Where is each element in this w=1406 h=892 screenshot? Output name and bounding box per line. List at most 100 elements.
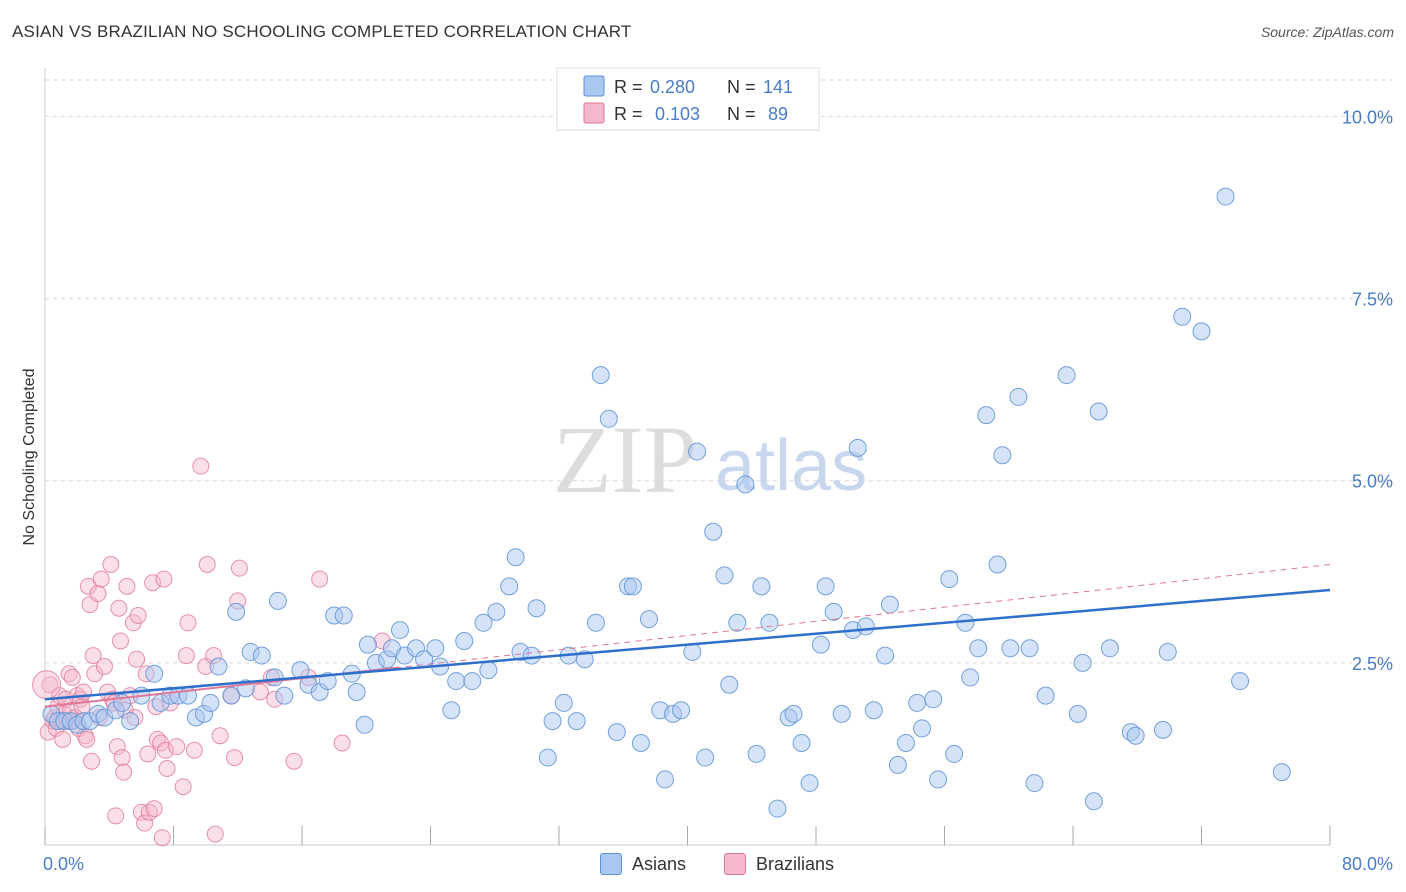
data-point-asians [567, 712, 586, 731]
data-point-brazilians [84, 647, 102, 665]
data-point-asians [334, 606, 353, 625]
trendlines [44, 564, 1331, 708]
data-point-brazilians [78, 730, 96, 748]
data-point-asians [447, 672, 466, 691]
data-point-asians [358, 635, 377, 654]
data-point-brazilians [144, 574, 162, 592]
data-point-brazilians [333, 734, 351, 752]
data-point-asians [811, 635, 830, 654]
data-point-asians [896, 734, 915, 752]
data-point-brazilians [113, 749, 131, 767]
data-point-asians [591, 366, 610, 385]
data-point-asians [672, 701, 691, 720]
legend-swatch-asians [600, 853, 622, 875]
series-asians [42, 187, 1291, 818]
data-point-brazilians [139, 745, 157, 763]
data-point-asians [747, 744, 766, 763]
data-point-asians [506, 548, 525, 567]
data-point-brazilians [111, 632, 129, 650]
series-brazilians [32, 457, 391, 847]
data-point-asians [752, 577, 771, 596]
data-point-brazilians [226, 749, 244, 767]
legend-swatch-brazilians [583, 102, 605, 124]
data-point-asians [888, 755, 907, 774]
data-point-asians [474, 613, 493, 632]
data-point-asians [715, 566, 734, 585]
data-point-brazilians [211, 727, 229, 745]
data-point-asians [1025, 774, 1044, 793]
data-point-asians [832, 704, 851, 723]
data-point-brazilians [118, 577, 136, 595]
data-point-asians [1020, 639, 1039, 658]
data-point-asians [1126, 726, 1145, 745]
data-point-asians [792, 734, 811, 752]
data-point-brazilians [129, 607, 147, 624]
data-point-asians [720, 675, 739, 694]
data-point-asians [145, 664, 164, 683]
data-point-asians [688, 442, 707, 461]
data-point-asians [268, 591, 287, 610]
legend-swatch-brazilians [724, 853, 746, 875]
data-point-asians [347, 683, 366, 701]
data-point-brazilians [95, 658, 113, 675]
data-point-brazilians [41, 676, 59, 694]
data-point-asians [586, 613, 605, 632]
data-point-asians [760, 613, 779, 632]
data-point-asians [426, 639, 445, 658]
data-point-asians [736, 475, 755, 494]
data-point-asians [500, 577, 519, 596]
watermark-zip: ZIP [553, 406, 697, 513]
data-point-brazilians [230, 559, 248, 577]
data-point-asians [961, 668, 980, 687]
data-point-asians [969, 639, 988, 658]
data-point-asians [607, 723, 626, 742]
data-point-asians [1216, 187, 1235, 206]
legend-n-value: 89 [768, 104, 788, 124]
data-point-asians [993, 446, 1012, 465]
data-point-brazilians [63, 668, 81, 686]
data-point-asians [201, 693, 220, 712]
data-point-asians [1158, 642, 1177, 661]
data-point-asians [1057, 366, 1076, 385]
y-tick-label: 10.0% [1342, 107, 1393, 127]
data-point-asians [1073, 653, 1092, 672]
data-point-brazilians [86, 665, 104, 683]
data-point-brazilians [158, 760, 176, 777]
data-point-brazilians [102, 556, 120, 573]
data-point-brazilians [92, 570, 110, 588]
data-point-brazilians [168, 738, 186, 756]
data-point-asians [1173, 307, 1192, 326]
data-point-asians [848, 438, 867, 457]
data-point-brazilians [285, 752, 303, 770]
watermark: ZIP atlas [553, 406, 867, 513]
data-point-asians [121, 712, 140, 731]
y-tick-label: 5.0% [1352, 472, 1393, 492]
data-point-brazilians [145, 800, 163, 818]
data-point-asians [913, 719, 932, 738]
data-point-brazilians [108, 738, 126, 756]
data-point-asians [929, 770, 948, 789]
data-point-asians [1001, 639, 1020, 658]
legend-bottom-asians: Asians [600, 853, 686, 875]
data-point-asians [1084, 792, 1103, 811]
chart-title: ASIAN VS BRAZILIAN NO SCHOOLING COMPLETE… [12, 22, 632, 41]
data-point-asians [1153, 720, 1172, 739]
data-point-asians [768, 799, 787, 818]
data-point-asians [623, 577, 642, 596]
data-point-asians [543, 712, 562, 731]
data-point-asians [1068, 704, 1087, 723]
data-point-brazilians [251, 683, 269, 701]
data-point-asians [252, 646, 271, 665]
legend-r-label: R = [614, 104, 643, 124]
data-point-asians [222, 686, 241, 705]
data-point-asians [728, 613, 747, 632]
data-point-asians [209, 657, 228, 676]
data-point-brazilians [89, 585, 107, 603]
watermark-atlas: atlas [715, 426, 867, 506]
data-point-brazilians [185, 741, 203, 759]
data-point-asians [856, 617, 875, 636]
y-tick-labels: 2.5% 5.0% 7.5% 10.0% [1342, 107, 1393, 673]
data-point-brazilians [107, 807, 125, 825]
legend-n-value: 141 [763, 77, 793, 97]
y-axis-label: No Schooling Completed [21, 369, 38, 546]
